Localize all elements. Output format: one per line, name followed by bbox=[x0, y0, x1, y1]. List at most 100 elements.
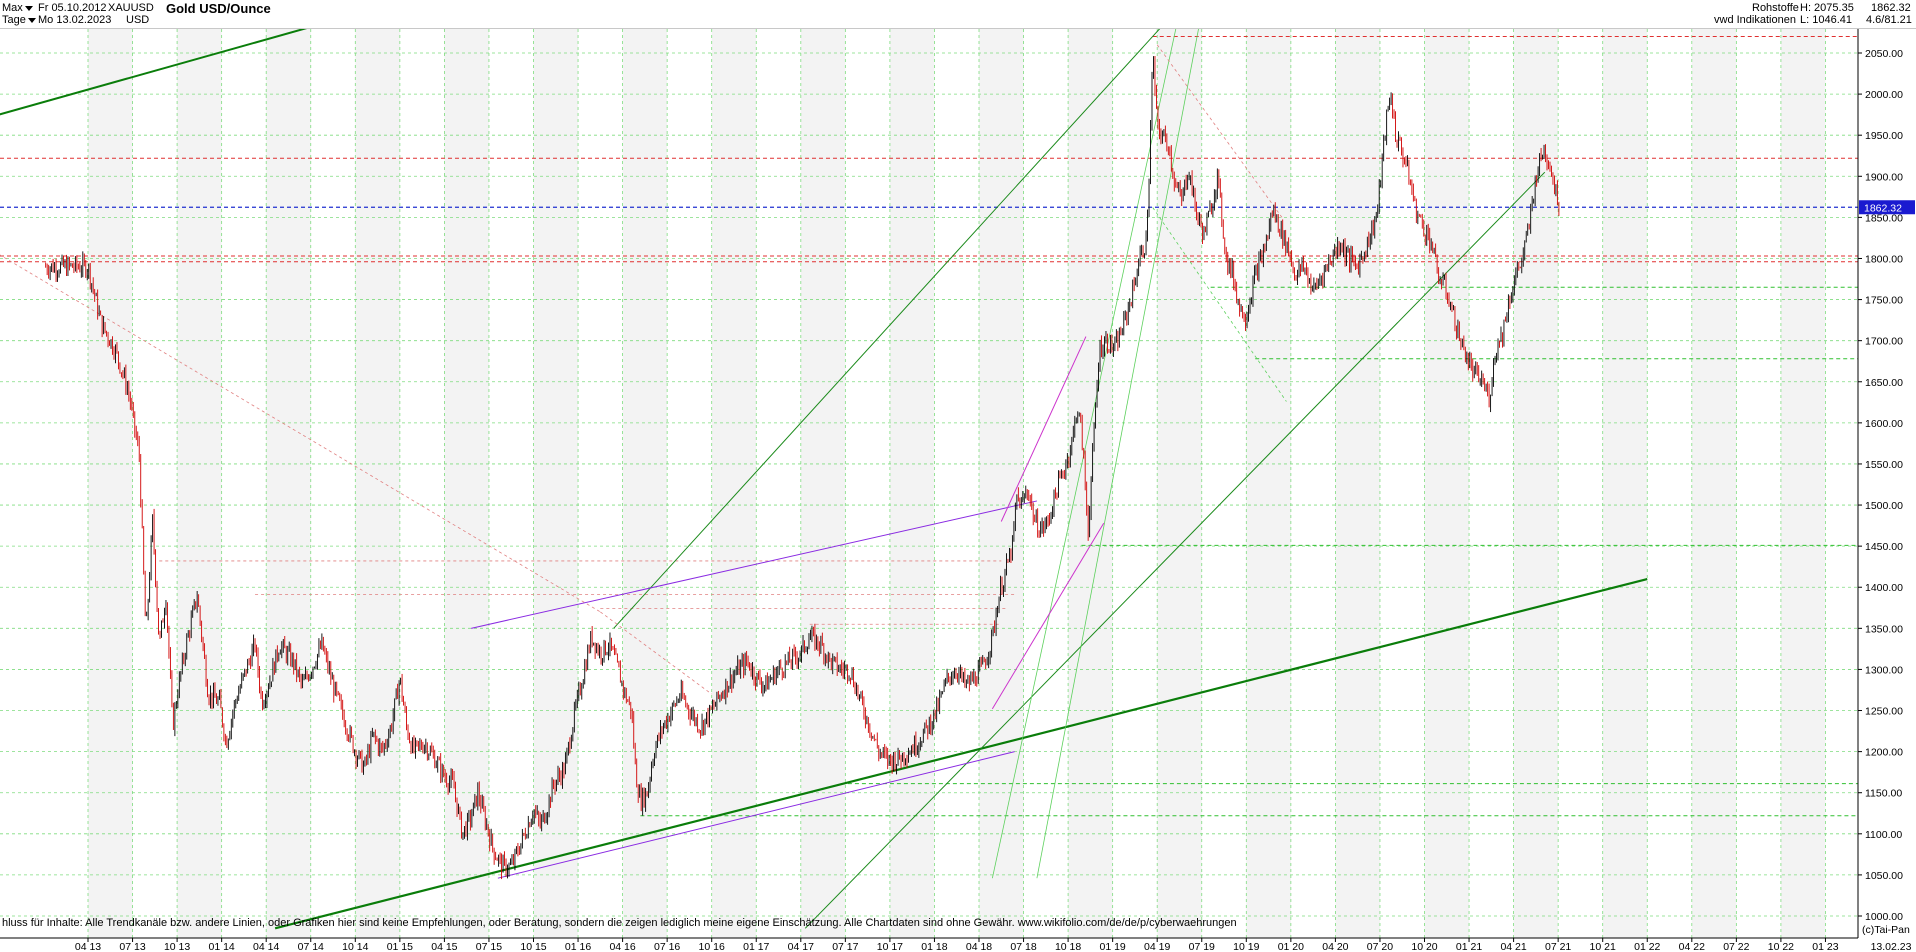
trend-line bbox=[991, 522, 1105, 710]
quarter-band bbox=[979, 29, 1024, 938]
x-tick-label: 10 21 bbox=[1590, 941, 1616, 952]
quarter-band bbox=[1424, 29, 1470, 938]
trend-line bbox=[471, 500, 1038, 629]
chart-header: Max Tage Fr 05.10.2012 Mo 13.02.2023 XAU… bbox=[0, 0, 1916, 29]
chevron-down-icon bbox=[24, 5, 33, 11]
x-tick-label: 01 17 bbox=[743, 941, 769, 952]
quarter-band bbox=[88, 29, 133, 938]
x-axis: 04 13 07 13 10 13 01 14 04 14 07 14 10 14 01 15… bbox=[0, 937, 1912, 952]
x-tick-label: 10 13 bbox=[164, 941, 190, 952]
x-tick-label: 07 14 bbox=[298, 941, 324, 952]
quarter-band bbox=[800, 29, 846, 938]
quarter-band bbox=[622, 29, 668, 938]
chevron-down-icon bbox=[27, 17, 36, 23]
x-tick-label: 10 14 bbox=[342, 941, 368, 952]
y-tick-label: 1250.00 bbox=[1865, 706, 1903, 718]
quarter-band bbox=[444, 29, 489, 938]
trend-line bbox=[1036, 29, 1199, 879]
disclaimer-text: hluss für Inhalte: Alle Trendkanäle bzw.… bbox=[2, 917, 1237, 929]
x-tick-label: 01 14 bbox=[209, 941, 235, 952]
x-tick-label: 04 15 bbox=[431, 941, 457, 952]
y-tick-label: 2000.00 bbox=[1865, 89, 1903, 101]
y-tick-label: 1100.00 bbox=[1865, 829, 1902, 841]
x-tick-label: 07 16 bbox=[654, 941, 680, 952]
x-tick-label: 01 15 bbox=[387, 941, 413, 952]
trend-line bbox=[613, 29, 1161, 629]
x-tick-label: 10 19 bbox=[1233, 941, 1259, 952]
y-axis: 1000.00 1050.00 1100.00 1150.00 1200.00 1250.… bbox=[1857, 29, 1916, 938]
trend-line bbox=[497, 751, 1015, 879]
x-tick-label: 04 17 bbox=[788, 941, 814, 952]
trend-line bbox=[274, 577, 1648, 930]
x-tick-label: 04 14 bbox=[253, 941, 279, 952]
y-tick-label: 1200.00 bbox=[1865, 747, 1903, 759]
quarter-band bbox=[711, 29, 757, 938]
x-tick-label: 04 16 bbox=[609, 941, 635, 952]
x-tick-label: 04 18 bbox=[966, 941, 992, 952]
x-tick-label: 01 22 bbox=[1634, 941, 1660, 952]
category: Rohstoffe bbox=[1752, 2, 1799, 14]
high-value: H: 2075.35 bbox=[1800, 2, 1854, 14]
trend-line bbox=[1000, 336, 1087, 522]
x-tick-label: 07 21 bbox=[1545, 941, 1571, 952]
x-tick-label: 04 21 bbox=[1500, 941, 1526, 952]
x-tick-label: 07 19 bbox=[1189, 941, 1215, 952]
currency: USD bbox=[126, 14, 150, 26]
y-tick-label: 1650.00 bbox=[1865, 377, 1903, 389]
y-tick-label: 1400.00 bbox=[1865, 582, 1903, 594]
grid bbox=[0, 29, 1858, 938]
x-tick-label: 01 23 bbox=[1812, 941, 1838, 952]
date-from: Fr 05.10.2012 bbox=[38, 2, 107, 14]
trend-line bbox=[0, 29, 308, 116]
y-tick-label: 1950.00 bbox=[1865, 130, 1903, 142]
quarter-band bbox=[355, 29, 400, 938]
x-tick-label: 07 22 bbox=[1723, 941, 1749, 952]
trend-line bbox=[804, 171, 1546, 929]
x-tick-label: 01 21 bbox=[1456, 941, 1482, 952]
y-tick-label: 1600.00 bbox=[1865, 418, 1903, 430]
quarter-band bbox=[1157, 29, 1202, 938]
interval-select[interactable]: Tage bbox=[2, 14, 36, 26]
x-tick-label: 04 13 bbox=[75, 941, 101, 952]
y-tick-label: 1500.00 bbox=[1865, 500, 1903, 512]
x-tick-label: 07 15 bbox=[476, 941, 502, 952]
x-tick-label: 10 20 bbox=[1411, 941, 1437, 952]
date-to: Mo 13.02.2023 bbox=[38, 14, 112, 26]
quarter-band bbox=[1335, 29, 1380, 938]
data-source: vwd Indikationen bbox=[1714, 14, 1796, 26]
candles bbox=[45, 55, 1560, 880]
x-tick-label: 04 20 bbox=[1322, 941, 1348, 952]
quarter-band bbox=[177, 29, 222, 938]
y-tick-label: 2050.00 bbox=[1865, 48, 1903, 60]
interval-select-label: Tage bbox=[2, 14, 26, 26]
y-tick-label: 1150.00 bbox=[1865, 788, 1902, 800]
y-tick-label: 1850.00 bbox=[1865, 212, 1903, 224]
x-tick-label: 10 17 bbox=[877, 941, 903, 952]
x-tick-label: 04 19 bbox=[1144, 941, 1170, 952]
x-tick-label: 04 22 bbox=[1679, 941, 1705, 952]
x-tick-label: 10 16 bbox=[699, 941, 725, 952]
y-tick-label: 1800.00 bbox=[1865, 253, 1903, 265]
horizontal-levels bbox=[0, 36, 1858, 817]
x-tick-label: 07 13 bbox=[119, 941, 145, 952]
range-select[interactable]: Max bbox=[2, 2, 33, 14]
x-last-date: 13.02.23 bbox=[1871, 941, 1912, 952]
quarter-band bbox=[1513, 29, 1559, 938]
copyright-text: (c)Tai-Pan bbox=[1862, 924, 1910, 936]
x-tick-label: 10 18 bbox=[1055, 941, 1081, 952]
last-price-badge-label: 1862.32 bbox=[1864, 202, 1902, 214]
range-select-label: Max bbox=[2, 2, 23, 14]
x-tick-label: 01 19 bbox=[1100, 941, 1126, 952]
x-tick-label: 01 16 bbox=[565, 941, 591, 952]
quarter-band bbox=[266, 29, 311, 938]
x-tick-label: 01 20 bbox=[1278, 941, 1304, 952]
y-tick-label: 1900.00 bbox=[1865, 171, 1903, 183]
y-tick-label: 1350.00 bbox=[1865, 623, 1903, 635]
last-value: 1862.32 bbox=[1871, 2, 1911, 14]
x-tick-label: 07 20 bbox=[1367, 941, 1393, 952]
y-tick-label: 1000.00 bbox=[1865, 911, 1903, 923]
quarter-band bbox=[1691, 29, 1737, 938]
y-tick-label: 1550.00 bbox=[1865, 459, 1903, 471]
plot-background bbox=[88, 29, 1826, 938]
